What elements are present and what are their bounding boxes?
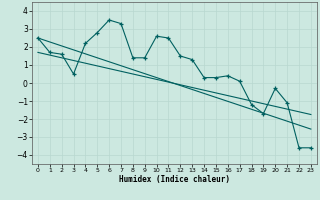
X-axis label: Humidex (Indice chaleur): Humidex (Indice chaleur) [119, 175, 230, 184]
